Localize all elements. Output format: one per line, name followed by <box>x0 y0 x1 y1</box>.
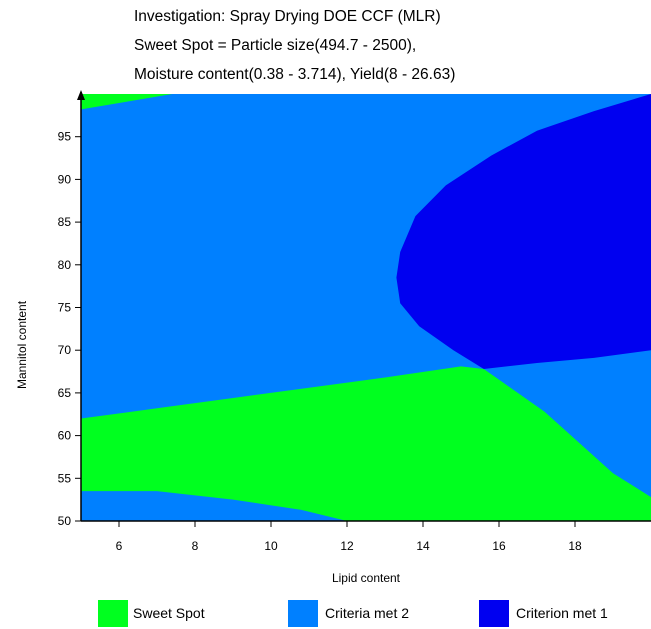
x-axis-label: Lipid content <box>332 571 401 585</box>
legend-swatch-sweet-spot <box>98 600 128 627</box>
x-axis-ticks: 6 8 10 12 14 16 18 <box>116 521 582 553</box>
y-tick-label: 55 <box>58 471 72 485</box>
legend-label-criterion-met-1: Criterion met 1 <box>516 605 608 621</box>
x-tick-label: 12 <box>340 539 354 553</box>
legend-swatch-criterion-met-1 <box>479 600 509 627</box>
x-tick-label: 10 <box>264 539 278 553</box>
region-sweet-spot-1 <box>81 94 173 110</box>
plot-regions <box>81 94 651 521</box>
region-criterion-met-1-3 <box>396 94 651 369</box>
region-sweet-spot-2 <box>81 366 651 521</box>
x-tick-label: 8 <box>192 539 199 553</box>
plot-axes <box>77 90 651 522</box>
y-axis-label: Mannitol content <box>15 300 29 389</box>
y-tick-label: 75 <box>58 301 72 315</box>
y-tick-label: 85 <box>58 215 72 229</box>
legend-label-sweet-spot: Sweet Spot <box>133 605 205 621</box>
chart-title-line-3: Moisture content(0.38 - 3.714), Yield(8 … <box>134 66 456 83</box>
legend-swatch-criteria-met-2 <box>288 600 318 627</box>
y-tick-label: 95 <box>58 130 72 144</box>
y-tick-label: 65 <box>58 386 72 400</box>
x-tick-label: 6 <box>116 539 123 553</box>
x-tick-label: 18 <box>568 539 582 553</box>
y-axis-arrow <box>77 90 85 100</box>
y-tick-label: 90 <box>58 172 72 186</box>
y-tick-label: 70 <box>58 343 72 357</box>
contour-plot: 6 8 10 12 14 16 18 50 55 60 65 70 75 80 85 90 95 Lipid … <box>15 90 651 585</box>
chart-title-line-1: Investigation: Spray Drying DOE CCF (MLR… <box>134 8 441 25</box>
x-tick-label: 16 <box>492 539 506 553</box>
chart-title-line-2: Sweet Spot = Particle size(494.7 - 2500)… <box>134 37 417 54</box>
y-tick-label: 80 <box>58 258 72 272</box>
x-tick-label: 14 <box>416 539 430 553</box>
y-axis-ticks: 50 55 60 65 70 75 80 85 90 95 <box>58 130 81 528</box>
y-tick-label: 50 <box>58 514 72 528</box>
legend-label-criteria-met-2: Criteria met 2 <box>325 605 410 621</box>
y-tick-label: 60 <box>58 429 72 443</box>
